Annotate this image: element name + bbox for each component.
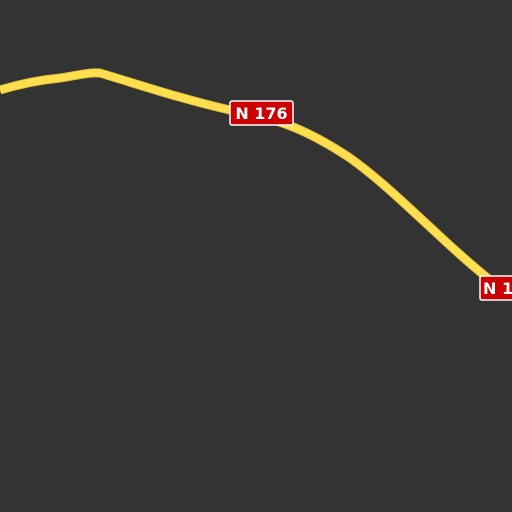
route-shield-n176[interactable]: N 176 bbox=[230, 101, 293, 125]
route-shield-n1[interactable]: N 1 bbox=[480, 276, 512, 300]
route-shield-label: N 176 bbox=[235, 104, 287, 123]
route-shield-label: N 1 bbox=[483, 279, 512, 298]
